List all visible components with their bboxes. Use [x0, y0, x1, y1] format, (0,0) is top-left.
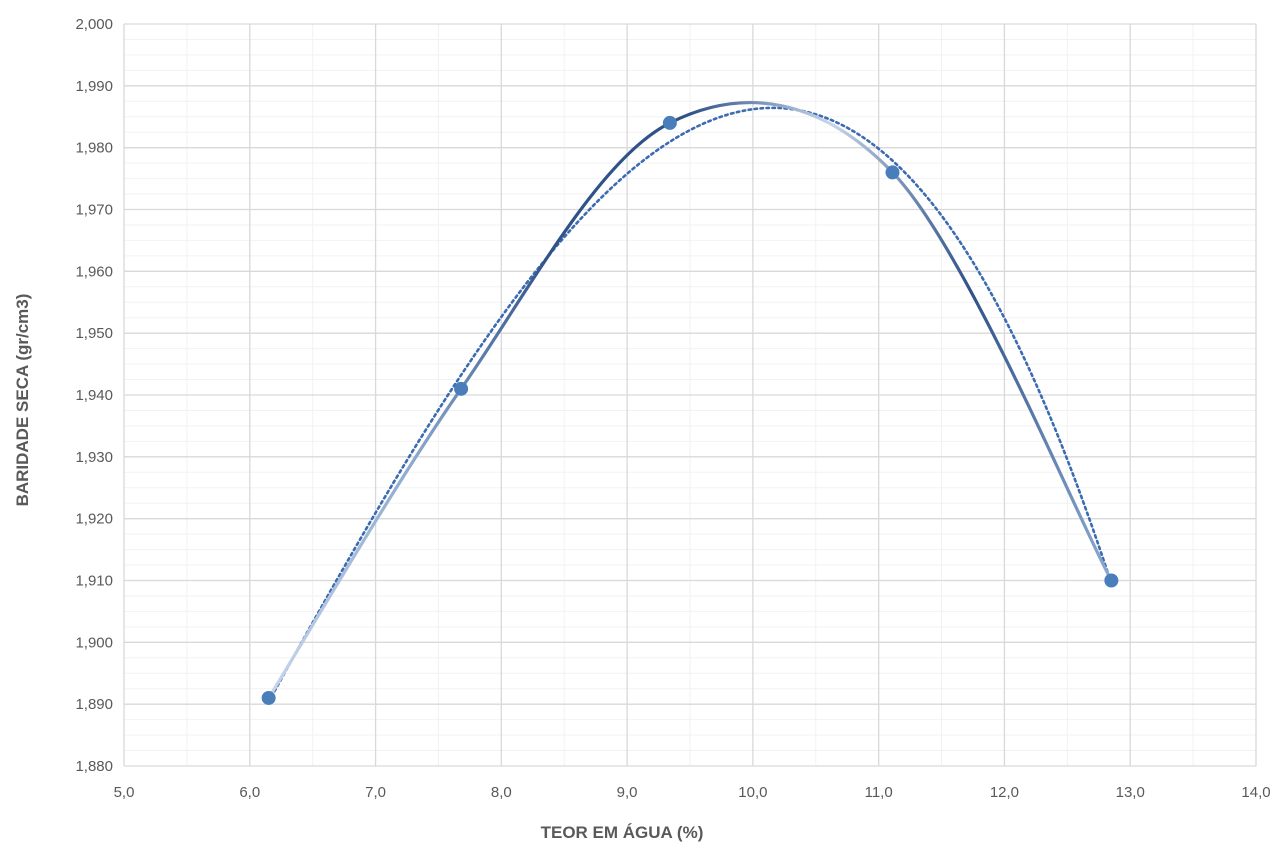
- y-tick-label: 1,890: [75, 696, 113, 713]
- x-tick-label: 14,0: [1241, 784, 1270, 801]
- y-tick-label: 1,880: [75, 758, 113, 775]
- x-tick-label: 12,0: [990, 784, 1019, 801]
- y-axis-title: BARIDADE SECA (gr/cm3): [13, 294, 32, 507]
- y-tick-label: 1,950: [75, 325, 113, 342]
- data-points-layer: [261, 115, 1119, 705]
- x-tick-label: 11,0: [865, 784, 893, 801]
- y-axis-tick-labels: 1,880 1,890 1,900 1,910 1,920 1,930 1,940 1,950…: [75, 16, 113, 775]
- x-tick-label: 7,0: [365, 784, 386, 801]
- x-axis-tick-labels: 5,0 6,0 7,0 8,0 9,0 10,0 11,0 12,0 13,0 14,0: [114, 784, 1271, 801]
- data-point: [1104, 573, 1119, 588]
- polynomial-trendline: [267, 106, 1113, 704]
- y-tick-label: 1,990: [75, 78, 113, 95]
- x-tick-label: 13,0: [1116, 784, 1145, 801]
- data-point: [261, 690, 276, 705]
- x-tick-label: 8,0: [491, 784, 512, 801]
- x-tick-label: 6,0: [239, 784, 260, 801]
- y-tick-label: 1,940: [75, 387, 113, 404]
- y-tick-label: 1,980: [75, 140, 113, 157]
- y-tick-label: 1,930: [75, 449, 113, 466]
- x-tick-label: 5,0: [114, 784, 135, 801]
- y-tick-label: 1,910: [75, 573, 113, 590]
- x-tick-label: 10,0: [738, 784, 767, 801]
- y-tick-label: 2,000: [75, 16, 113, 33]
- data-point: [885, 165, 900, 180]
- y-tick-label: 1,970: [75, 202, 113, 219]
- trendline-layer: [267, 106, 1113, 704]
- y-tick-label: 1,960: [75, 263, 113, 280]
- data-point: [454, 381, 469, 396]
- x-tick-label: 9,0: [617, 784, 638, 801]
- data-point: [662, 115, 677, 130]
- major-gridlines: [123, 23, 1257, 767]
- x-axis-title: TEOR EM ÁGUA (%): [541, 823, 704, 842]
- y-tick-label: 1,900: [75, 634, 113, 651]
- y-tick-label: 1,920: [75, 511, 113, 528]
